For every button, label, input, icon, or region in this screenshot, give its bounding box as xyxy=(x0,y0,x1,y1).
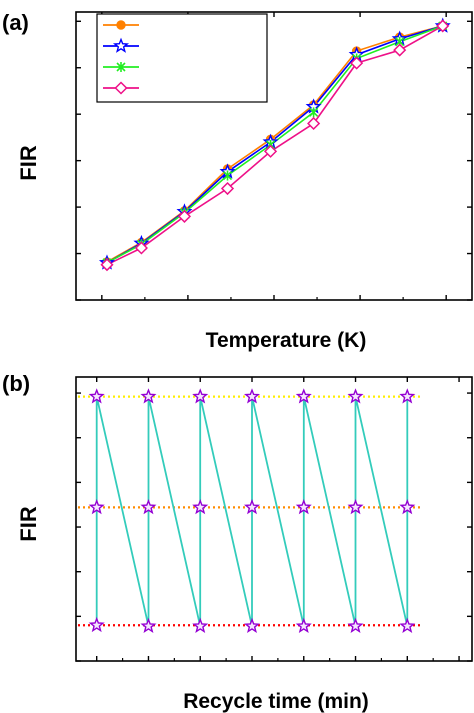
series-3-point xyxy=(222,170,233,181)
cycle-series-point xyxy=(399,617,416,633)
legend-swatch-marker xyxy=(112,37,130,53)
cycle-series-point xyxy=(88,498,105,515)
cycle-series-point xyxy=(192,388,209,404)
legend-swatch-marker xyxy=(116,62,126,72)
panel-a-plot-area xyxy=(75,11,473,301)
series-4-point xyxy=(436,19,450,33)
series-4-point xyxy=(350,56,364,70)
panel-b-x-axis-label: Recycle time (min) xyxy=(183,690,369,713)
series-3-point xyxy=(309,107,319,118)
panel-b-plot-area xyxy=(75,376,473,662)
cycle-series-point xyxy=(140,617,157,633)
cycle-series-point xyxy=(140,388,157,404)
series-4-point xyxy=(263,144,278,158)
cycle-series-point xyxy=(243,388,261,404)
cycle-series-point xyxy=(88,388,105,404)
cycle-series-point xyxy=(192,617,209,633)
panel-a-y-axis-label: FIR xyxy=(16,145,41,181)
cycle-series-point xyxy=(295,388,312,404)
legend-swatch-marker xyxy=(114,81,128,95)
panel-a-legend xyxy=(96,13,268,103)
cycle-series-line xyxy=(95,396,409,627)
cycle-series-point xyxy=(399,388,416,404)
panel-b-plot-frame xyxy=(75,376,473,662)
series-4-point xyxy=(220,181,235,196)
cycle-series-point xyxy=(347,388,364,404)
panel-b-label: (b) xyxy=(2,371,30,396)
cycle-series-point xyxy=(140,498,157,515)
cycle-series-point xyxy=(243,498,261,515)
cycle-series-point xyxy=(399,498,416,515)
panel-b: (b) FIR Recycle time (min) xyxy=(2,371,473,713)
panel-a-x-axis-label: Temperature (K) xyxy=(206,329,367,352)
panel-b-y-axis-label: FIR xyxy=(16,506,41,542)
series-4-point xyxy=(134,241,148,255)
cycle-series-point xyxy=(295,498,312,515)
cycle-series-point xyxy=(295,617,312,633)
series-4-point xyxy=(100,258,114,272)
series-4-point xyxy=(177,209,192,223)
series-4-point xyxy=(393,43,407,57)
panel-a-label: (a) xyxy=(2,10,29,35)
cycle-series-point xyxy=(347,498,364,515)
legend-swatch-marker xyxy=(116,20,126,30)
cycle-series-point xyxy=(243,617,261,633)
cycle-series-point xyxy=(88,616,105,633)
cycle-series-point xyxy=(192,498,209,515)
series-4-point xyxy=(307,116,321,131)
panel-a: (a) FIR Temperature (K) xyxy=(2,10,473,352)
cycle-series-point xyxy=(347,617,364,633)
